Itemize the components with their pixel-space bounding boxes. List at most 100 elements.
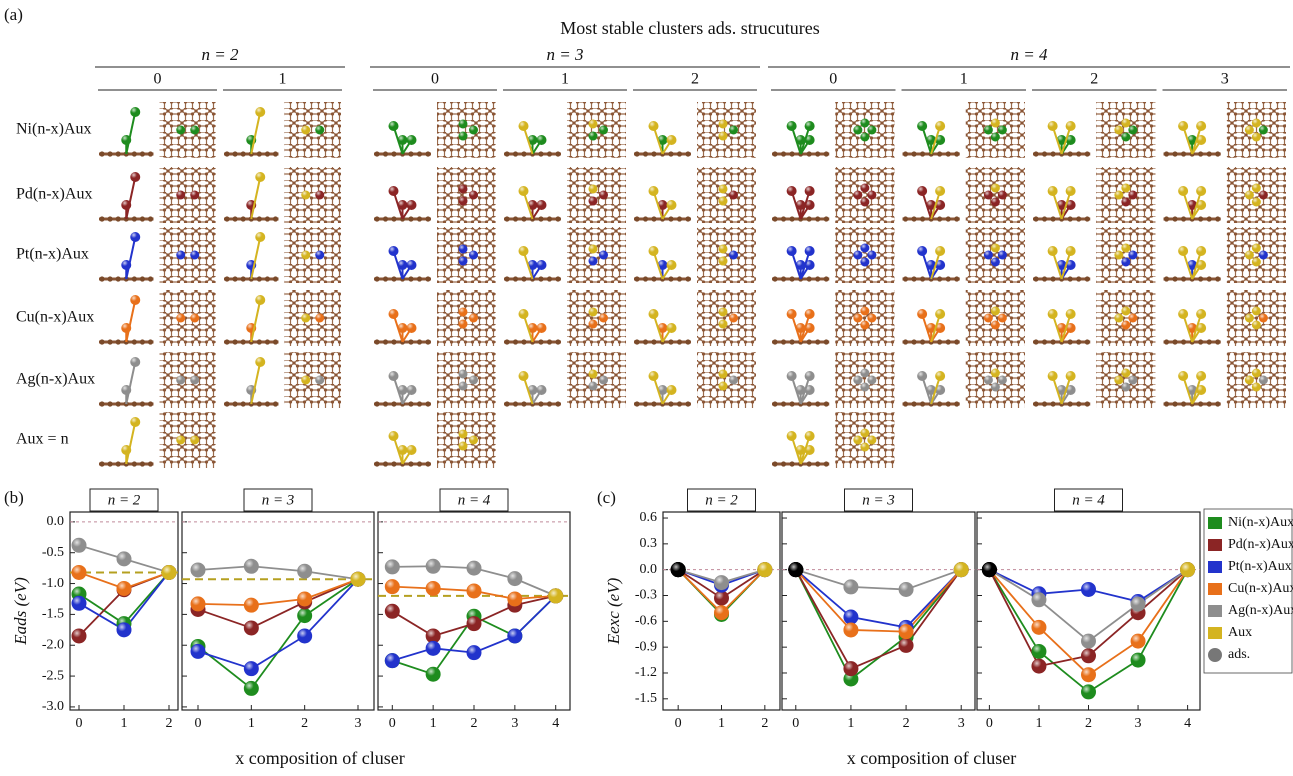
substrate-atom bbox=[241, 401, 246, 406]
atom-shine bbox=[1048, 371, 1058, 381]
x-tick-label: 1 bbox=[121, 716, 128, 731]
substrate-atom bbox=[99, 461, 104, 466]
atom-shine bbox=[459, 320, 468, 329]
atom-shine bbox=[519, 246, 529, 256]
substrate-atom bbox=[937, 151, 942, 156]
x-tick-label: 2 bbox=[471, 716, 478, 731]
atom-shine bbox=[787, 371, 797, 381]
atom-shine bbox=[991, 258, 1000, 267]
substrate-atom bbox=[1207, 151, 1212, 156]
atom-shine bbox=[190, 126, 199, 135]
row-label: Pd(n-x)Aux bbox=[16, 186, 92, 203]
substrate-atom bbox=[1181, 401, 1186, 406]
substrate-atom bbox=[1207, 339, 1212, 344]
substrate-atom bbox=[946, 151, 951, 156]
structure-cell bbox=[99, 227, 216, 283]
substrate-atom bbox=[824, 401, 829, 406]
atom-shine bbox=[176, 436, 185, 445]
substrate-atom bbox=[772, 461, 777, 466]
atom-shine bbox=[991, 133, 1000, 142]
atom-shine bbox=[599, 126, 608, 135]
substrate-atom bbox=[241, 276, 246, 281]
atom-shine bbox=[917, 186, 927, 196]
atom-shine bbox=[1259, 251, 1268, 260]
x-tick-label: 0 bbox=[986, 716, 993, 731]
y-tick-label: -2.0 bbox=[42, 637, 64, 652]
substrate-atom bbox=[425, 151, 430, 156]
substrate-atom bbox=[1164, 151, 1169, 156]
atom-shine bbox=[459, 442, 468, 451]
y-axis-title: Eads (eV) bbox=[11, 577, 30, 646]
atom-shine bbox=[176, 126, 185, 135]
substrate-top bbox=[160, 352, 217, 408]
point-shine bbox=[954, 563, 968, 577]
substrate-atom bbox=[781, 151, 786, 156]
substrate-top bbox=[285, 352, 342, 408]
substrate-atom bbox=[685, 401, 690, 406]
substrate-atom bbox=[911, 151, 916, 156]
point-shine bbox=[467, 561, 481, 575]
substrate-atom bbox=[538, 216, 543, 221]
substrate-atom bbox=[1164, 401, 1169, 406]
atom-shine bbox=[130, 417, 140, 427]
point-shine bbox=[467, 617, 481, 631]
substrate-atom bbox=[643, 339, 648, 344]
y-tick-label: -0.3 bbox=[635, 588, 657, 603]
x-tick-label: 2 bbox=[301, 716, 308, 731]
substrate-atom bbox=[547, 339, 552, 344]
atom-shine bbox=[860, 198, 869, 207]
panel-label: (a) bbox=[4, 5, 23, 24]
legend-swatch bbox=[1208, 605, 1222, 617]
structure-cell bbox=[1033, 352, 1156, 408]
substrate-atom bbox=[417, 216, 422, 221]
x-tick-label: 1 bbox=[1035, 716, 1042, 731]
substrate-atom bbox=[538, 339, 543, 344]
atom-shine bbox=[407, 323, 417, 333]
substrate-atom bbox=[651, 216, 656, 221]
substrate-top bbox=[697, 167, 756, 223]
substrate-atom bbox=[241, 339, 246, 344]
atom-shine bbox=[255, 295, 265, 305]
x-tick-label: 0 bbox=[76, 716, 83, 731]
atom-shine bbox=[1245, 251, 1254, 260]
atom-shine bbox=[1196, 371, 1206, 381]
atom-shine bbox=[1121, 321, 1130, 330]
x-tick-label: 1 bbox=[847, 716, 854, 731]
series-line bbox=[198, 579, 358, 668]
point-shine bbox=[244, 621, 258, 635]
atom-shine bbox=[389, 186, 399, 196]
substrate-atom bbox=[772, 401, 777, 406]
column-label: 2 bbox=[1090, 71, 1098, 88]
substrate-atom bbox=[1215, 276, 1220, 281]
substrate-atom bbox=[555, 151, 560, 156]
y-tick-label: -1.0 bbox=[42, 576, 64, 591]
atom-shine bbox=[1252, 307, 1261, 316]
x-tick-label: 1 bbox=[718, 716, 725, 731]
substrate-atom bbox=[920, 276, 925, 281]
atom-shine bbox=[984, 314, 993, 323]
substrate-atom bbox=[265, 401, 270, 406]
atom-shine bbox=[537, 323, 547, 333]
point-shine bbox=[426, 667, 440, 681]
atom-shine bbox=[719, 382, 728, 391]
legend-swatch bbox=[1208, 561, 1222, 573]
x-tick-label: 1 bbox=[430, 716, 437, 731]
substrate-atom bbox=[807, 216, 812, 221]
point-shine bbox=[72, 596, 86, 610]
series-line bbox=[392, 596, 555, 674]
substrate-atom bbox=[116, 461, 121, 466]
substrate-atom bbox=[668, 339, 673, 344]
atom-shine bbox=[1178, 121, 1188, 131]
substrate-atom bbox=[1181, 216, 1186, 221]
atom-shine bbox=[787, 186, 797, 196]
substrate-atom bbox=[547, 401, 552, 406]
structure-cell bbox=[224, 167, 341, 223]
substrate-atom bbox=[140, 276, 145, 281]
substrate-atom bbox=[807, 276, 812, 281]
structure-cell bbox=[504, 167, 626, 223]
y-tick-label: -1.2 bbox=[635, 665, 657, 680]
substrate-top bbox=[835, 167, 894, 223]
atom-shine bbox=[1178, 186, 1188, 196]
substrate-top bbox=[160, 102, 217, 158]
atom-shine bbox=[1245, 126, 1254, 135]
